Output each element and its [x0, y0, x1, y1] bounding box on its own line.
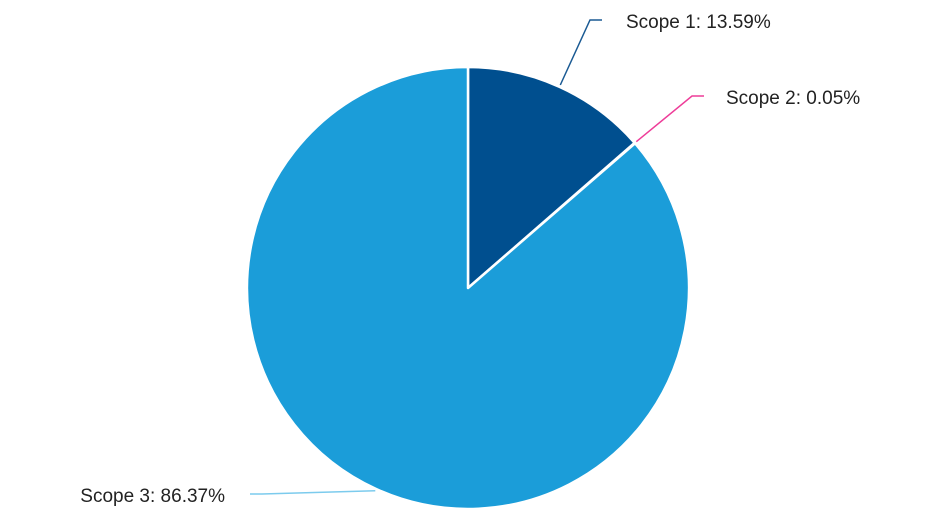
pie-slice-scope-3 — [245, 65, 691, 511]
slice-labels: Scope 1: 13.59% Scope 2: 0.05% Scope 3: 86… — [80, 12, 860, 507]
leader-line-scope-1 — [559, 19, 602, 86]
pie-slices — [245, 65, 691, 511]
pie-slice-scope-1 — [466, 65, 636, 290]
leader-lines — [250, 19, 704, 495]
slice-label-scope-3: Scope 3: 86.37% — [80, 486, 225, 507]
slice-label-scope-1: Scope 1: 13.59% — [626, 12, 771, 33]
leader-line-scope-3 — [250, 490, 376, 495]
slice-label-scope-2: Scope 2: 0.05% — [726, 88, 860, 109]
leader-line-scope-2 — [635, 95, 704, 143]
